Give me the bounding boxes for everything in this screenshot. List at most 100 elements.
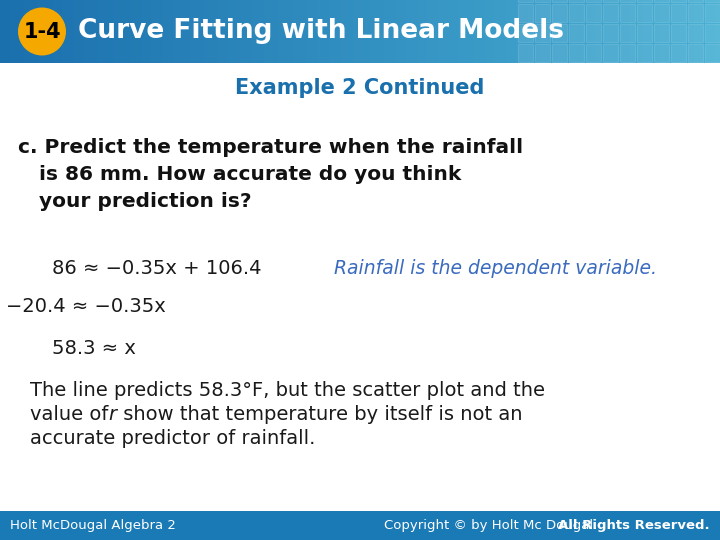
Bar xyxy=(552,4,567,22)
Bar xyxy=(629,0,632,63)
Bar xyxy=(175,0,179,63)
Bar xyxy=(310,0,313,63)
Bar xyxy=(536,4,550,22)
Bar xyxy=(0,0,4,63)
Bar xyxy=(223,0,227,63)
Bar xyxy=(684,0,688,63)
Text: your prediction is?: your prediction is? xyxy=(18,192,251,211)
Bar xyxy=(569,0,572,63)
Bar xyxy=(581,0,584,63)
Bar xyxy=(521,0,524,63)
Text: All Rights Reserved.: All Rights Reserved. xyxy=(559,519,710,532)
Bar xyxy=(504,0,508,63)
Bar xyxy=(603,24,618,42)
Bar xyxy=(214,0,217,63)
Bar xyxy=(603,0,606,63)
Bar xyxy=(490,0,493,63)
Bar xyxy=(536,44,550,62)
Bar xyxy=(518,0,534,2)
Bar xyxy=(41,0,44,63)
Bar xyxy=(570,44,585,62)
Bar xyxy=(662,0,666,63)
Bar xyxy=(117,0,121,63)
Bar xyxy=(199,0,202,63)
Bar xyxy=(389,0,392,63)
Bar xyxy=(158,0,162,63)
Bar xyxy=(535,0,539,63)
Bar xyxy=(379,0,382,63)
Bar xyxy=(369,0,373,63)
Bar xyxy=(55,0,58,63)
Bar xyxy=(718,0,720,63)
Bar xyxy=(161,0,164,63)
Bar xyxy=(194,0,198,63)
Bar xyxy=(377,0,380,63)
Bar xyxy=(427,0,431,63)
Bar xyxy=(696,0,699,63)
Text: Example 2 Continued: Example 2 Continued xyxy=(235,78,485,98)
Bar xyxy=(691,0,695,63)
Bar xyxy=(53,0,56,63)
Bar xyxy=(151,0,155,63)
Bar xyxy=(50,0,54,63)
Bar xyxy=(211,0,215,63)
Bar xyxy=(497,0,500,63)
Bar xyxy=(617,0,620,63)
Bar xyxy=(470,0,474,63)
Bar xyxy=(607,0,611,63)
Bar xyxy=(688,24,703,42)
Bar xyxy=(621,0,635,2)
Bar xyxy=(432,0,436,63)
Bar xyxy=(626,0,630,63)
Bar xyxy=(441,0,445,63)
Bar xyxy=(621,0,625,63)
Bar xyxy=(346,0,349,63)
Bar xyxy=(552,0,555,63)
Bar xyxy=(410,0,414,63)
Bar xyxy=(156,0,159,63)
Bar xyxy=(533,0,536,63)
Bar xyxy=(221,0,224,63)
Bar xyxy=(446,0,450,63)
Bar xyxy=(351,0,354,63)
Text: 86 ≈ −0.35x + 106.4: 86 ≈ −0.35x + 106.4 xyxy=(52,259,261,278)
Bar xyxy=(307,0,310,63)
Bar xyxy=(637,0,652,2)
Bar xyxy=(317,0,320,63)
Bar xyxy=(189,0,193,63)
Bar xyxy=(688,44,703,62)
Bar xyxy=(178,0,181,63)
Bar xyxy=(94,0,97,63)
Bar xyxy=(362,0,366,63)
Bar xyxy=(355,0,359,63)
Bar xyxy=(636,0,639,63)
Bar xyxy=(634,0,637,63)
Bar xyxy=(192,0,195,63)
Bar xyxy=(312,0,315,63)
Bar xyxy=(259,0,263,63)
Bar xyxy=(670,0,673,63)
Bar xyxy=(492,0,495,63)
Bar xyxy=(698,0,702,63)
Bar xyxy=(571,0,575,63)
Bar xyxy=(531,0,534,63)
Bar xyxy=(480,0,483,63)
Bar xyxy=(261,0,265,63)
Bar xyxy=(564,0,567,63)
Text: value of: value of xyxy=(30,404,114,423)
Bar xyxy=(14,0,18,63)
Bar xyxy=(394,0,397,63)
Bar xyxy=(578,0,582,63)
Bar xyxy=(36,0,40,63)
Bar xyxy=(48,0,51,63)
Bar xyxy=(643,0,647,63)
Bar xyxy=(302,0,306,63)
Bar xyxy=(588,0,591,63)
Bar xyxy=(511,0,515,63)
Bar xyxy=(538,0,541,63)
Bar xyxy=(281,0,284,63)
Bar xyxy=(286,0,289,63)
Bar xyxy=(600,0,603,63)
Bar xyxy=(266,0,270,63)
Bar xyxy=(671,44,686,62)
